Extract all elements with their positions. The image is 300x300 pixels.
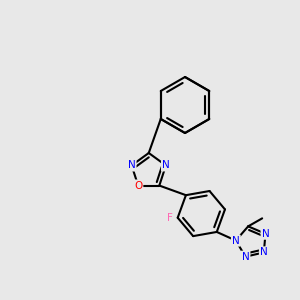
Text: N: N <box>262 229 269 239</box>
Text: N: N <box>162 160 170 170</box>
Text: N: N <box>232 236 240 246</box>
Text: N: N <box>128 160 136 170</box>
Text: O: O <box>134 181 142 190</box>
Text: N: N <box>242 252 249 262</box>
Text: N: N <box>260 248 268 257</box>
Text: F: F <box>167 213 172 223</box>
